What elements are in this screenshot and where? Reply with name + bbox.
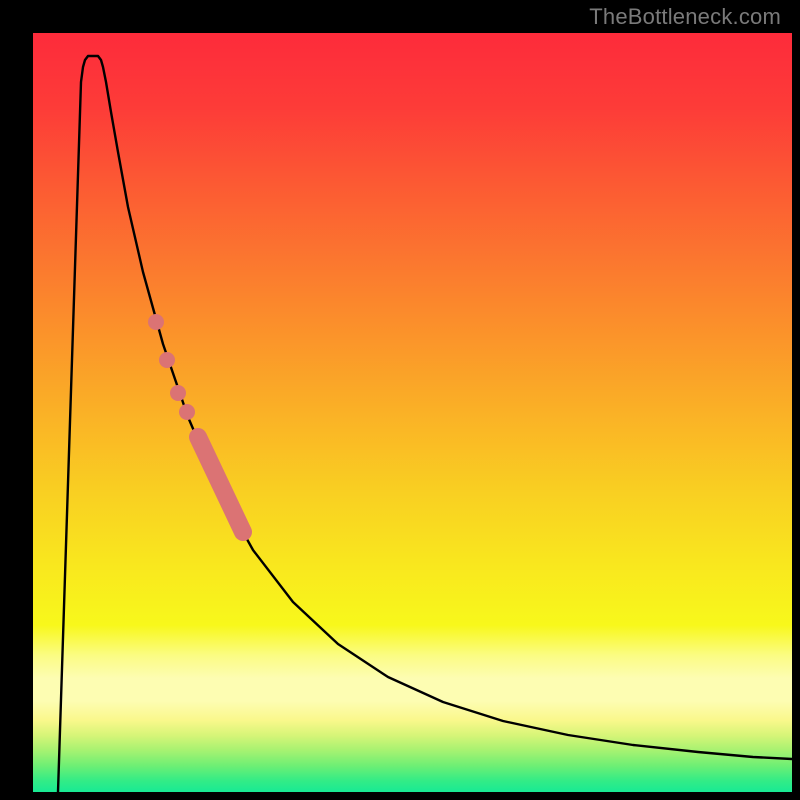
- marker-group: [148, 314, 243, 532]
- bottleneck-curve: [58, 56, 792, 792]
- marker-dot: [148, 314, 164, 330]
- marker-dot: [179, 404, 195, 420]
- axis-border-right: [792, 0, 800, 800]
- curve-layer: [33, 33, 792, 792]
- figure-root: TheBottleneck.com: [0, 0, 800, 800]
- axis-border-left: [0, 0, 33, 800]
- watermark-text: TheBottleneck.com: [589, 4, 781, 30]
- marker-dot: [159, 352, 175, 368]
- marker-dot: [170, 385, 186, 401]
- plot-area: [33, 33, 792, 792]
- marker-pill: [198, 437, 243, 532]
- axis-border-bottom: [0, 792, 800, 800]
